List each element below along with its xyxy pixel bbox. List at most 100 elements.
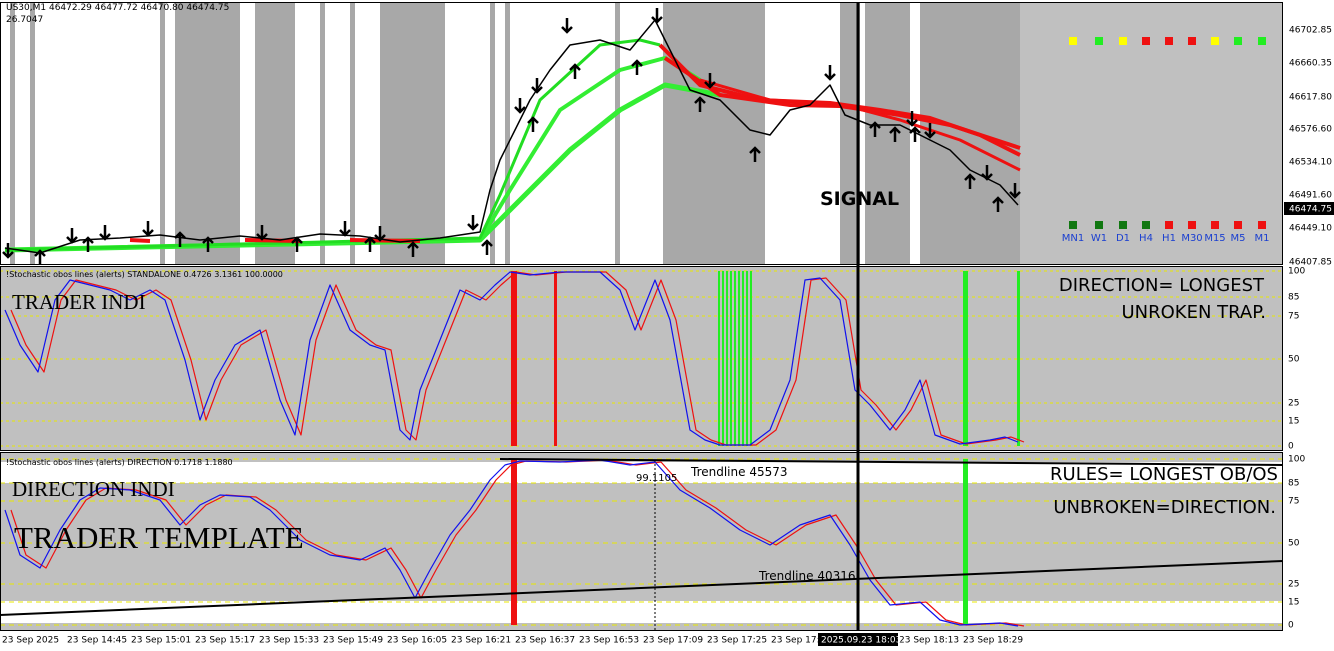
trendline bbox=[0, 560, 1284, 616]
signal-arrow bbox=[291, 236, 303, 252]
signal-arrow bbox=[569, 63, 581, 79]
level-label: 50 bbox=[1288, 355, 1300, 365]
time-label: 23 Sep 16:37 bbox=[515, 636, 575, 646]
alert-bar bbox=[554, 271, 557, 446]
timeframe-label: M5 bbox=[1231, 233, 1246, 244]
signal-arrow bbox=[256, 225, 268, 241]
trend-dot bbox=[1188, 37, 1196, 45]
alert-bar bbox=[730, 271, 732, 446]
trendline-label: Trendline 40316 bbox=[758, 569, 856, 583]
signal-arrow bbox=[374, 226, 386, 242]
trend-dot bbox=[1142, 37, 1150, 45]
level-label: 85 bbox=[1288, 293, 1299, 303]
price-label: 46702.85 bbox=[1289, 26, 1332, 36]
level-label: 15 bbox=[1288, 417, 1299, 427]
time-label: 23 Sep 18:13 bbox=[899, 636, 959, 646]
session-band bbox=[380, 3, 445, 264]
trend-dot bbox=[1142, 221, 1150, 229]
session-band bbox=[255, 3, 295, 264]
session-band bbox=[663, 3, 765, 264]
time-label: 23 Sep 2025 bbox=[2, 636, 59, 646]
timeframe-label: M1 bbox=[1255, 233, 1270, 244]
timeframe-label: D1 bbox=[1116, 233, 1130, 244]
ob-zone bbox=[0, 462, 1283, 483]
level-label: 0 bbox=[1288, 442, 1294, 452]
template-label: TRADER TEMPLATE bbox=[14, 520, 304, 555]
quote-header: US30,M1 46472.29 46477.72 46470.80 46474… bbox=[6, 3, 229, 13]
price bbox=[4, 19, 1019, 254]
os-zone bbox=[0, 601, 1283, 623]
signal-arrow bbox=[481, 239, 493, 255]
level-label: 50 bbox=[1288, 539, 1300, 549]
frames bbox=[0, 2, 1283, 631]
timeframe-label: M15 bbox=[1204, 233, 1225, 244]
trend-dot bbox=[1211, 221, 1219, 229]
time-label: 23 Sep 16:53 bbox=[579, 636, 639, 646]
session-band bbox=[490, 3, 495, 264]
current-price: 46474.75 bbox=[1289, 205, 1332, 215]
signal-arrow bbox=[889, 126, 901, 142]
timeframe-label: MN1 bbox=[1062, 233, 1084, 244]
trend-dot bbox=[1188, 221, 1196, 229]
ma-red bbox=[699, 78, 1021, 172]
alert-bar bbox=[734, 271, 736, 446]
signal-arrow bbox=[467, 215, 479, 231]
alert-bar bbox=[718, 271, 720, 446]
time-label: 23 Sep 15:33 bbox=[259, 636, 319, 646]
signal-arrow bbox=[174, 231, 186, 247]
stoch-signal bbox=[10, 459, 1025, 627]
signal-arrow bbox=[694, 96, 706, 112]
signal-arrow bbox=[531, 78, 543, 94]
signal-arrow bbox=[99, 225, 111, 241]
price-label: 46449.10 bbox=[1289, 224, 1332, 234]
signal-arrow bbox=[631, 59, 643, 75]
trend-dot bbox=[1165, 221, 1173, 229]
alert-bar bbox=[963, 459, 968, 625]
signal-arrow bbox=[34, 249, 46, 265]
signal-arrow bbox=[82, 236, 94, 252]
signal-arrow bbox=[364, 236, 376, 252]
timeframe-label: W1 bbox=[1091, 233, 1107, 244]
signal-arrow bbox=[527, 116, 539, 132]
alert-bar bbox=[963, 271, 968, 446]
cursor-time: 2025.09.23 18:03 bbox=[821, 636, 901, 646]
signal-arrow bbox=[909, 126, 921, 142]
time-label: 23 Sep 16:05 bbox=[387, 636, 447, 646]
trend-dot bbox=[1258, 37, 1266, 45]
session-band bbox=[505, 3, 510, 264]
alert-bar bbox=[738, 271, 740, 446]
time-label: 23 Sep 17:09 bbox=[643, 636, 703, 646]
price-label: 46407.85 bbox=[1289, 258, 1332, 268]
crosshair-value: 99.1105 bbox=[636, 473, 677, 484]
alert-bar bbox=[722, 271, 724, 446]
alert-bar bbox=[1017, 271, 1020, 446]
trend-dot bbox=[1165, 37, 1173, 45]
trader-note: DIRECTION= LONGEST bbox=[1059, 275, 1265, 296]
signal-arrow bbox=[981, 165, 993, 181]
time-label: 23 Sep 16:21 bbox=[451, 636, 511, 646]
session-band bbox=[865, 3, 910, 264]
quote-sub: 26.7047 bbox=[6, 15, 43, 25]
level-label: 75 bbox=[1288, 497, 1299, 507]
trend-dot bbox=[1095, 221, 1103, 229]
level-label: 100 bbox=[1288, 455, 1305, 465]
price-label: 46576.60 bbox=[1289, 125, 1332, 135]
trend-dot bbox=[1095, 37, 1103, 45]
cursor-time-box bbox=[818, 633, 898, 646]
stoch-main bbox=[4, 271, 1019, 446]
signal-arrow bbox=[924, 123, 936, 139]
signal-arrow bbox=[964, 173, 976, 189]
trader-note: UNROKEN TRAP. bbox=[1121, 302, 1266, 323]
signal-label: SIGNAL bbox=[820, 188, 899, 210]
level-label: 75 bbox=[1288, 312, 1299, 322]
signal-arrow bbox=[992, 196, 1004, 212]
direction-note: RULES= LONGEST OB/OS bbox=[1050, 464, 1278, 485]
level-label: 25 bbox=[1288, 399, 1299, 409]
session-band bbox=[30, 3, 35, 264]
direction-title: !Stochastic obos lines (alerts) DIRECTIO… bbox=[6, 458, 233, 467]
signal-arrow bbox=[651, 8, 663, 24]
signal-arrow bbox=[2, 243, 14, 259]
time-label: 23 Sep 15:17 bbox=[195, 636, 255, 646]
direction-label: DIRECTION INDI bbox=[12, 477, 175, 501]
